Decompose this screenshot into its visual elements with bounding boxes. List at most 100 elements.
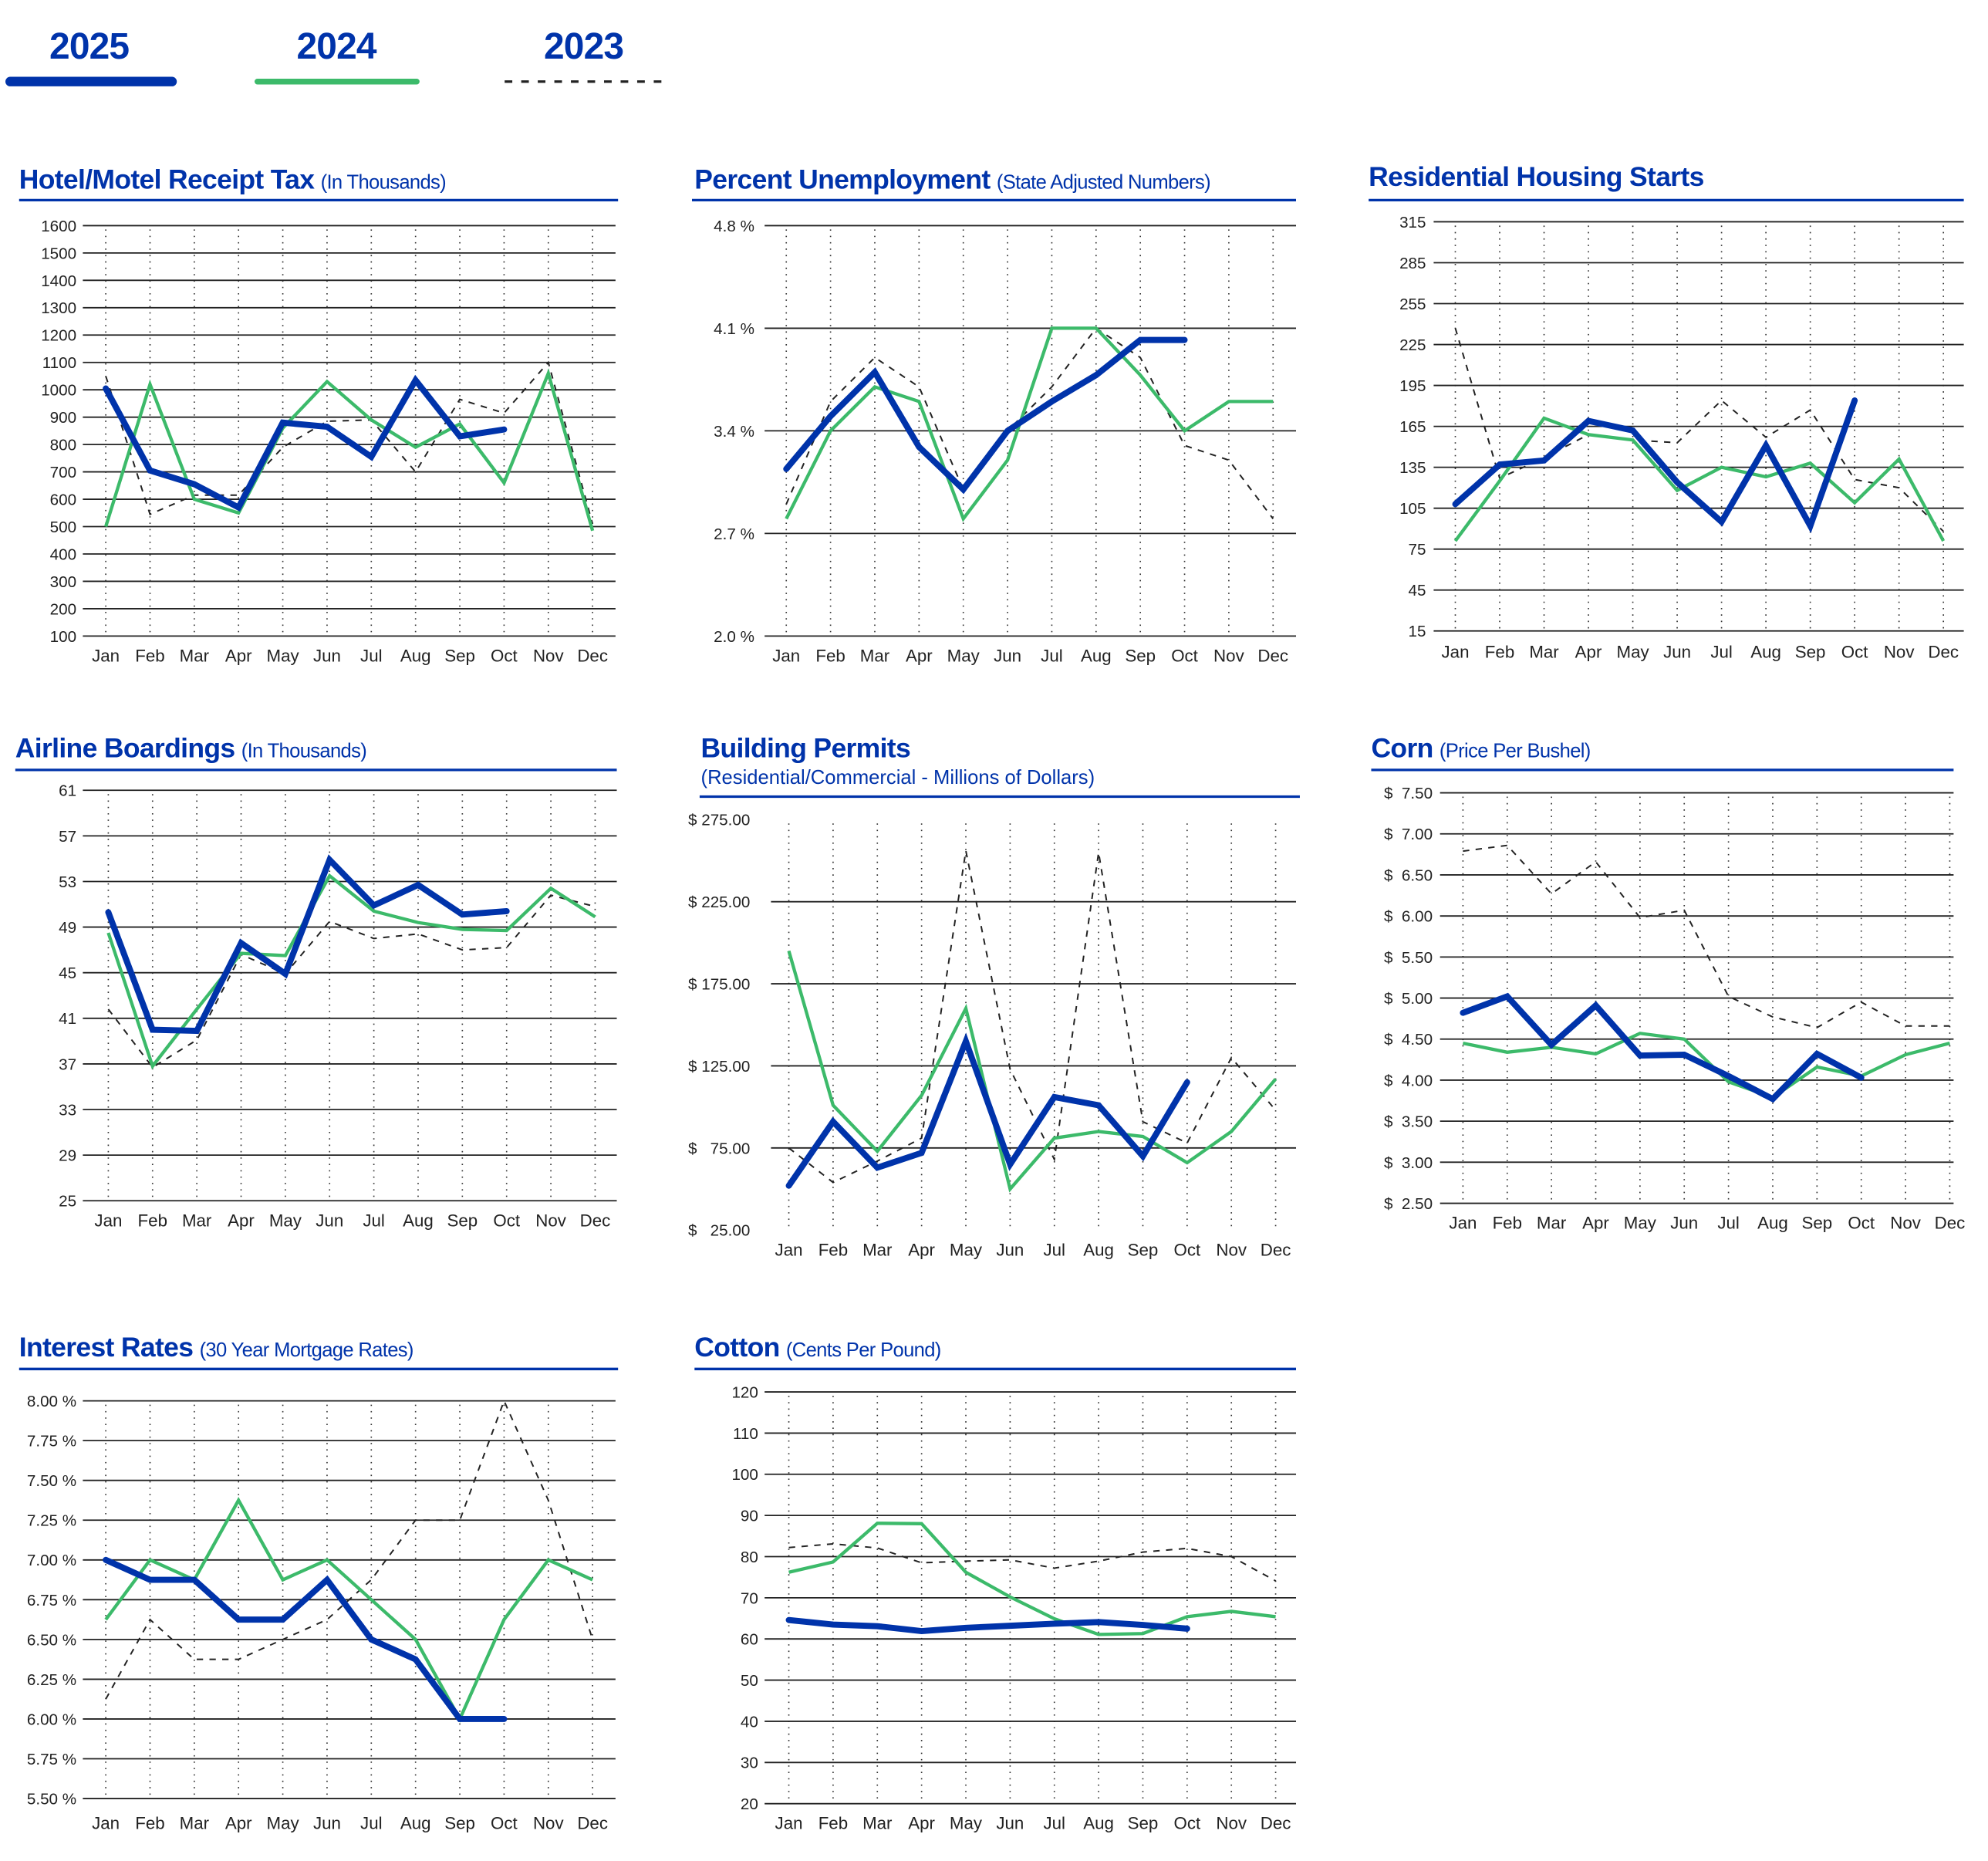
series-line-2023	[785, 327, 1274, 519]
y-tick-label: 1400	[41, 272, 76, 290]
y-tick-label: $ 2.50	[1384, 1195, 1433, 1213]
x-tick-label: Oct	[1173, 1240, 1200, 1259]
y-tick-label: 5.50 %	[27, 1790, 76, 1808]
x-axis: Jan Feb Mar Apr May Jun Jul Aug Sep Oct Nov Dec	[772, 646, 1288, 665]
x-tick-label: Mar	[1529, 642, 1559, 661]
series-line-2023	[107, 894, 596, 1069]
series	[785, 1522, 1277, 1636]
y-tick-label: 285	[1399, 255, 1426, 272]
month-guides	[107, 794, 596, 1201]
y-tick-label: $ 4.00	[1384, 1072, 1433, 1089]
y-tick-label: 25	[59, 1193, 76, 1211]
series-line-2025	[785, 1616, 1190, 1635]
series	[103, 360, 595, 532]
x-tick-label: Jun	[996, 1240, 1024, 1259]
x-axis: Jan Feb Mar Apr May Jun Jul Aug Sep Oct Nov Dec	[1449, 1214, 1965, 1233]
x-tick-label: Sep	[1795, 642, 1826, 661]
x-axis: Jan Feb Mar Apr May Jun Jul Aug Sep Oct Nov Dec	[775, 1240, 1291, 1259]
x-tick-label: Jul	[1041, 646, 1063, 665]
x-tick-label: Jul	[360, 646, 383, 665]
chart-corn: Corn (Price Per Bushel) $ 7.50 $ 7.00 $ 6.50…	[1371, 732, 1965, 1233]
series	[785, 850, 1278, 1193]
series-line-2023	[788, 1542, 1277, 1582]
legend-year-label: 2025	[49, 26, 129, 67]
x-tick-label: Jun	[313, 646, 341, 665]
x-tick-label: Mar	[862, 1814, 893, 1833]
x-tick-label: Oct	[1841, 642, 1868, 661]
x-tick-label: Jul	[1717, 1214, 1740, 1233]
y-tick-label: 75	[1409, 541, 1426, 559]
x-tick-label: Jun	[996, 1814, 1024, 1833]
y-tick-label: 45	[59, 964, 76, 982]
y-tick-label: 70	[741, 1589, 758, 1607]
series-line-2024	[1462, 1032, 1950, 1099]
y-tick-label: 1500	[41, 245, 76, 262]
x-tick-label: Feb	[135, 1814, 164, 1833]
x-tick-label: May	[950, 1240, 983, 1259]
x-tick-label: Mar	[860, 646, 890, 665]
x-axis: Jan Feb Mar Apr May Jun Jul Aug Sep Oct Nov Dec	[94, 1211, 610, 1230]
legend-item-2025: 2025	[5, 26, 177, 86]
y-tick-label: 15	[1409, 623, 1426, 640]
chart-title-main: Airline Boardings	[15, 732, 235, 763]
month-guides	[105, 1404, 593, 1799]
x-tick-label: Jan	[772, 646, 800, 665]
y-tick-label: 2.7 %	[714, 525, 754, 543]
y-axis: $ 275.00 $ 225.00 $ 175.00 $ 125.00 $ 75.00 $…	[688, 812, 750, 1240]
gridlines	[83, 225, 616, 637]
chart-cotton: Cotton (Cents Per Pound) 120 110 100 90 80 70 60…	[694, 1332, 1297, 1833]
y-tick-label: 90	[741, 1508, 758, 1525]
series-line-2024	[106, 873, 596, 1070]
chart-airline: Airline Boardings (In Thousands) 61 57 53 49 4…	[15, 732, 617, 1230]
x-tick-label: Nov	[1884, 642, 1915, 661]
y-tick-label: $ 3.00	[1384, 1154, 1433, 1172]
chart-subtitle: (In Thousands)	[241, 740, 366, 762]
y-tick-label: 315	[1399, 214, 1426, 231]
x-tick-label: May	[269, 1211, 302, 1230]
chart-title: Hotel/Motel Receipt Tax (In Thousands)	[19, 164, 446, 195]
chart-interest: Interest Rates (30 Year Mortgage Rates) 8.…	[19, 1332, 619, 1833]
y-tick-label: 100	[50, 628, 76, 646]
chart-title-main: Corn	[1371, 732, 1433, 763]
x-tick-label: May	[950, 1814, 983, 1833]
gridlines	[1440, 792, 1954, 1204]
y-tick-label: $ 5.50	[1384, 949, 1433, 967]
x-tick-label: Nov	[1213, 646, 1245, 665]
x-tick-label: Jun	[994, 646, 1021, 665]
x-axis: Jan Feb Mar Apr May Jun Jul Aug Sep Oct Nov Dec	[92, 1814, 608, 1833]
x-tick-label: Aug	[400, 646, 431, 665]
chart-subtitle: (Price Per Bushel)	[1440, 740, 1591, 762]
chart-hotel: Hotel/Motel Receipt Tax (In Thousands) 160…	[19, 164, 619, 665]
month-guides	[1454, 225, 1945, 631]
month-guides	[788, 1396, 1277, 1804]
y-tick-label: 1100	[42, 354, 76, 372]
y-tick-label: 6.50 %	[27, 1631, 76, 1649]
y-tick-label: 700	[50, 464, 76, 481]
x-tick-label: Sep	[1128, 1240, 1159, 1259]
y-tick-label: 41	[59, 1010, 76, 1028]
chart-unemployment: Percent Unemployment (State Adjusted Numb…	[691, 164, 1297, 665]
y-tick-label: 110	[733, 1425, 758, 1443]
x-tick-label: May	[1617, 642, 1650, 661]
y-tick-label: 8.00 %	[27, 1393, 76, 1410]
legend: 2025 2024 2023	[5, 26, 663, 86]
series	[103, 1398, 594, 1723]
y-tick-label: 53	[59, 873, 76, 891]
x-tick-label: Jan	[92, 646, 120, 665]
y-tick-label: 4.1 %	[714, 320, 754, 338]
y-tick-label: 40	[741, 1713, 758, 1731]
charts: Hotel/Motel Receipt Tax (In Thousands) 160…	[15, 161, 1965, 1833]
x-tick-label: Nov	[533, 646, 565, 665]
x-tick-label: Mar	[180, 1814, 210, 1833]
chart-subtitle: (Residential/Commercial - Millions of Do…	[701, 767, 1095, 789]
chart-title: Cotton (Cents Per Pound)	[694, 1332, 940, 1363]
x-tick-label: Jun	[316, 1211, 343, 1230]
y-tick-label: 7.50 %	[27, 1472, 76, 1490]
x-tick-label: Feb	[815, 646, 845, 665]
x-tick-label: Apr	[228, 1211, 255, 1230]
y-tick-label: $ 4.50	[1384, 1031, 1433, 1049]
y-tick-label: 61	[59, 782, 76, 800]
x-tick-label: Sep	[444, 1814, 475, 1833]
y-tick-label: $ 275.00	[688, 812, 750, 829]
y-tick-label: 1600	[41, 218, 76, 235]
